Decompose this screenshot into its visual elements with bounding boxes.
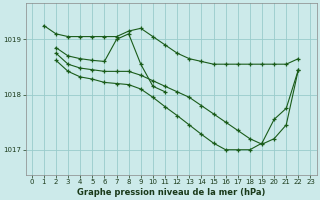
X-axis label: Graphe pression niveau de la mer (hPa): Graphe pression niveau de la mer (hPa) [77, 188, 265, 197]
